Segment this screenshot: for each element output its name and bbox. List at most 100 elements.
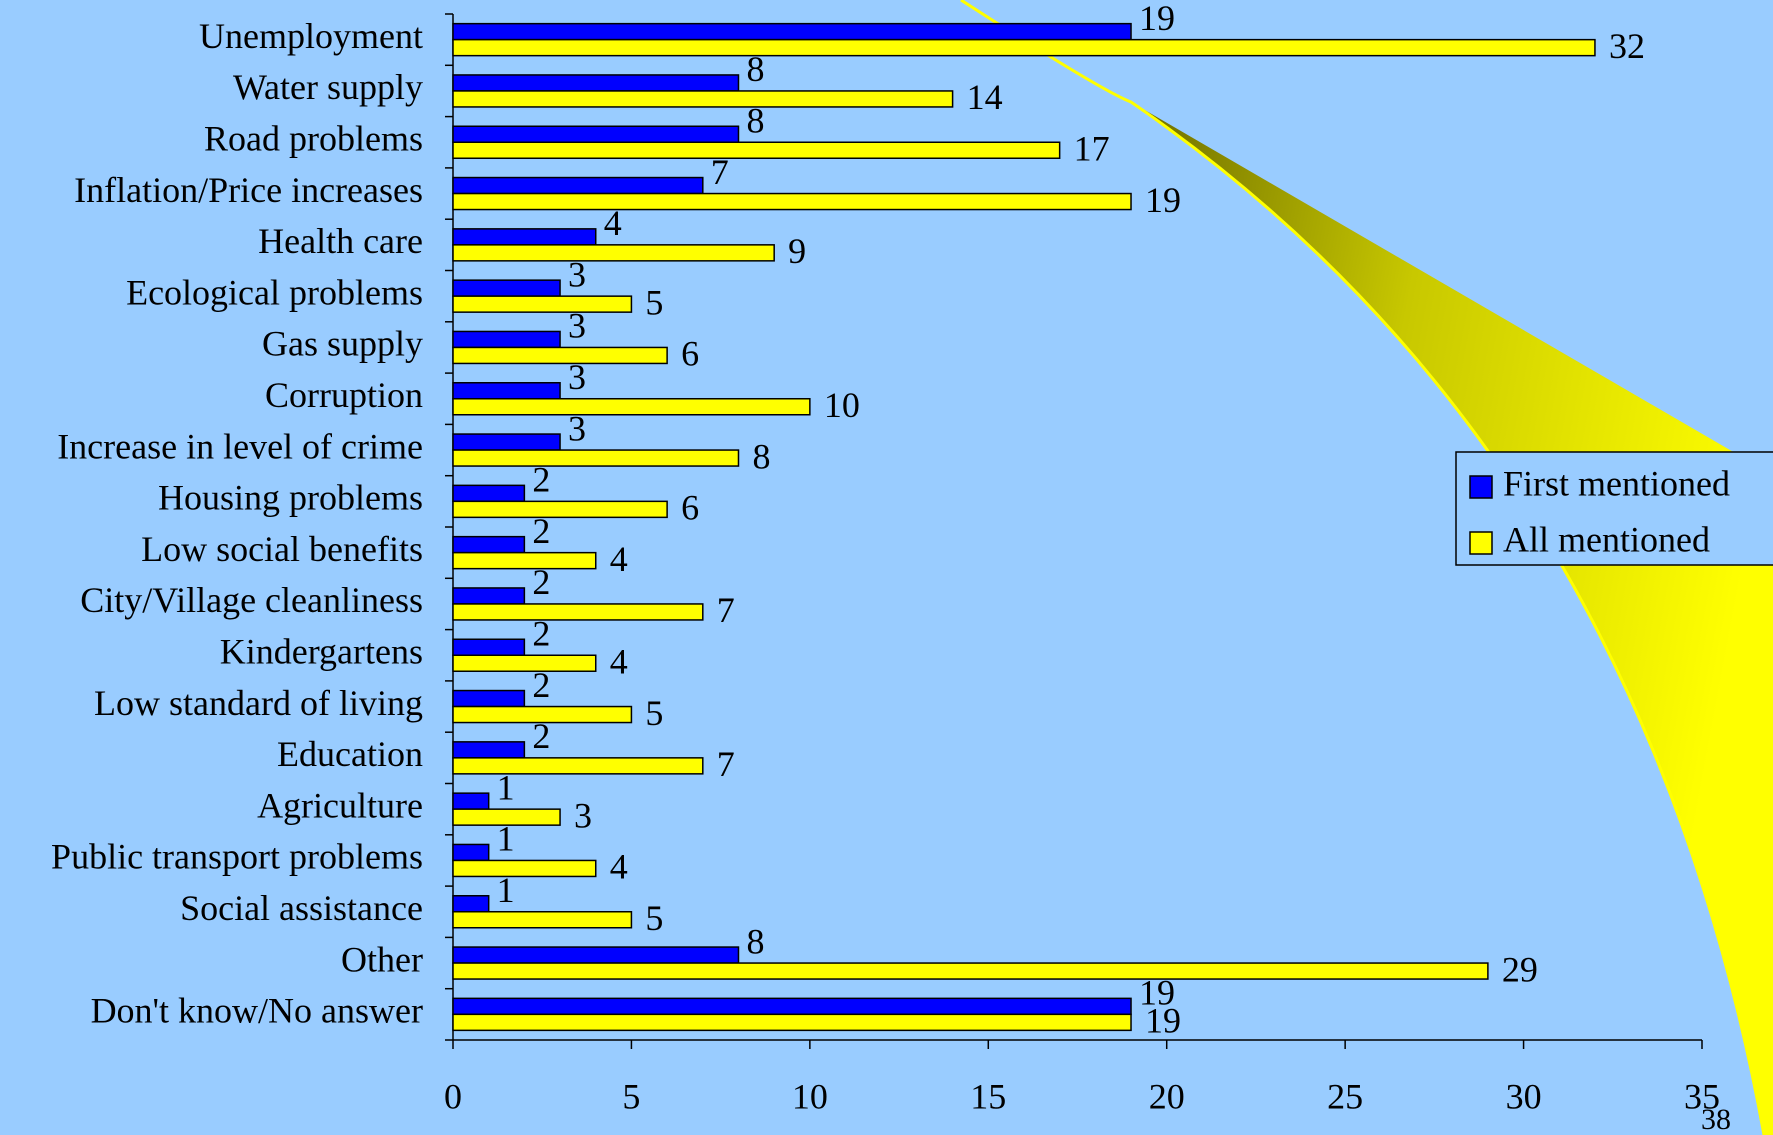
bar [452, 228, 597, 246]
value-label: 5 [645, 693, 663, 733]
bar [452, 449, 740, 467]
y-tick-label: City/Village cleanliness [80, 580, 423, 620]
value-label: 2 [532, 460, 550, 500]
y-tick-label: Road problems [204, 119, 423, 159]
bar [452, 962, 1489, 980]
bar [452, 330, 561, 349]
value-label: 1 [497, 819, 515, 859]
value-label: 9 [788, 231, 806, 271]
bar [452, 398, 811, 416]
value-label: 2 [532, 665, 550, 705]
value-label: 14 [967, 77, 1003, 117]
bar [452, 859, 597, 878]
value-label: 5 [645, 282, 663, 322]
value-label: 7 [717, 744, 735, 784]
value-label: 5 [645, 898, 663, 938]
x-tick-label: 15 [970, 1076, 1006, 1116]
bar [452, 603, 704, 621]
legend-swatch [1469, 531, 1493, 555]
value-label: 6 [681, 488, 699, 528]
value-label: 4 [610, 847, 628, 887]
y-tick-label: Low social benefits [141, 529, 423, 569]
bar [452, 74, 740, 92]
bar [452, 535, 526, 554]
bar [452, 176, 704, 195]
value-label: 8 [752, 436, 770, 476]
bar [452, 500, 668, 519]
value-label: 3 [568, 306, 586, 346]
value-label: 2 [532, 562, 550, 602]
x-tick-label: 5 [622, 1076, 640, 1116]
value-label: 19 [1139, 0, 1175, 38]
bar [452, 638, 526, 656]
bar [452, 946, 740, 964]
decoration-line [960, 0, 1766, 1135]
bar [452, 792, 490, 810]
value-label: 3 [568, 357, 586, 397]
y-tick-label: Public transport problems [51, 837, 423, 877]
legend-label: First mentioned [1503, 463, 1730, 503]
bar [452, 705, 633, 724]
value-label: 4 [610, 642, 628, 682]
value-label: 7 [717, 590, 735, 630]
x-tick-label: 35 [1684, 1076, 1720, 1116]
bar [452, 192, 1132, 211]
x-tick-label: 0 [444, 1076, 462, 1116]
legend-label: All mentioned [1503, 519, 1710, 559]
bar [452, 141, 1061, 159]
bar [452, 125, 740, 143]
bar [452, 382, 561, 400]
x-tick-label: 25 [1327, 1076, 1363, 1116]
value-label: 32 [1609, 26, 1645, 66]
bar [452, 346, 668, 365]
y-tick-label: Social assistance [180, 888, 423, 928]
bar [452, 1013, 1132, 1032]
y-tick-label: Low standard of living [94, 683, 423, 723]
y-tick-label: Water supply [233, 67, 423, 107]
value-label: 8 [746, 101, 764, 141]
value-label: 19 [1145, 180, 1181, 220]
y-tick-label: Corruption [265, 375, 423, 415]
bar [452, 90, 954, 108]
y-tick-label: Health care [258, 221, 423, 261]
y-tick-label: Agriculture [257, 785, 423, 825]
value-label: 19 [1139, 973, 1175, 1013]
y-tick-label: Education [277, 734, 423, 774]
y-tick-label: Increase in level of crime [57, 426, 423, 466]
y-tick-label: Ecological problems [126, 272, 423, 312]
value-label: 1 [497, 767, 515, 807]
y-tick-label: Unemployment [199, 16, 423, 56]
y-tick-label: Kindergartens [220, 632, 423, 672]
bar [452, 22, 1132, 41]
value-label: 2 [532, 614, 550, 654]
bar [452, 551, 597, 570]
bar [452, 895, 490, 913]
value-label: 4 [610, 539, 628, 579]
bar [452, 654, 597, 672]
value-label: 3 [574, 795, 592, 835]
value-label: 8 [746, 921, 764, 961]
value-label: 2 [532, 511, 550, 551]
decoration [1131, 102, 1773, 1135]
value-label: 8 [746, 49, 764, 89]
legend-box [1455, 451, 1773, 566]
bar [452, 911, 633, 929]
bar [452, 741, 526, 759]
y-tick-label: Inflation/Price increases [74, 170, 423, 210]
legend-swatch [1469, 475, 1493, 499]
y-tick-label: Housing problems [158, 478, 423, 518]
value-label: 19 [1145, 1001, 1181, 1041]
value-label: 10 [824, 385, 860, 425]
bar [452, 843, 490, 862]
value-label: 4 [604, 203, 622, 243]
bar [452, 689, 526, 708]
bar [452, 38, 1596, 57]
page-number: 38 [1701, 1103, 1731, 1135]
value-label: 7 [711, 152, 729, 192]
value-label: 17 [1074, 129, 1110, 169]
value-label: 3 [568, 254, 586, 294]
value-label: 6 [681, 334, 699, 374]
